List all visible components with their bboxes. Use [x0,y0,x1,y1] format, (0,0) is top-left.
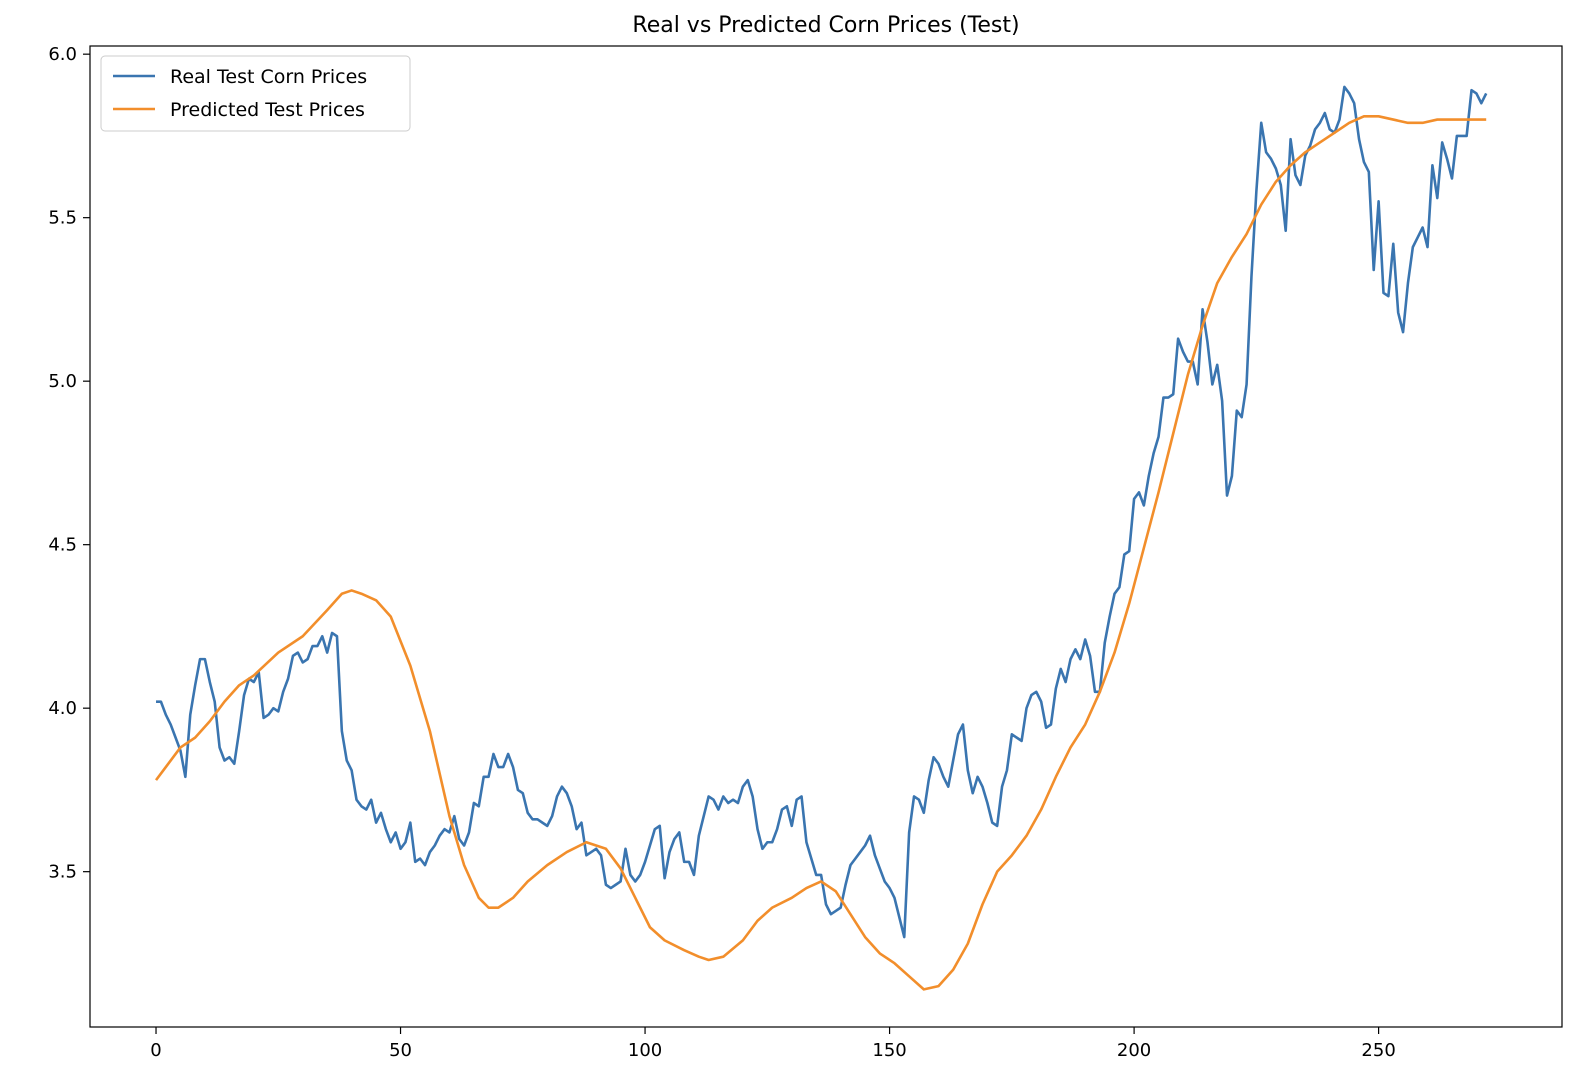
y-tick-label: 6.0 [48,44,77,65]
chart-title: Real vs Predicted Corn Prices (Test) [632,13,1019,38]
y-tick-label: 3.5 [48,862,77,883]
x-tick-label: 150 [872,1040,906,1061]
x-axis: 0 50 100 150 200 250 [150,1027,1396,1061]
x-tick-label: 250 [1361,1040,1395,1061]
x-tick-label: 50 [389,1040,412,1061]
y-axis: 3.5 4.0 4.5 5.0 5.5 6.0 [48,44,90,883]
y-tick-label: 5.5 [48,208,77,229]
y-tick-label: 4.0 [48,698,77,719]
legend-box [100,55,411,132]
x-tick-label: 0 [150,1040,161,1061]
y-tick-label: 5.0 [48,371,77,392]
legend-label-real: Real Test Corn Prices [170,66,367,88]
x-tick-label: 200 [1117,1040,1151,1061]
series-line-real-test-corn-prices [156,85,1488,939]
legend-label-predicted: Predicted Test Prices [170,99,365,121]
legend: Real Test Corn Prices Predicted Test Pri… [100,55,411,132]
series-line-predicted-test-prices [154,115,1487,991]
y-tick-label: 4.5 [48,535,77,556]
x-tick-label: 100 [628,1040,662,1061]
series-layer [154,85,1488,991]
plot-area-frame [89,45,1563,1028]
